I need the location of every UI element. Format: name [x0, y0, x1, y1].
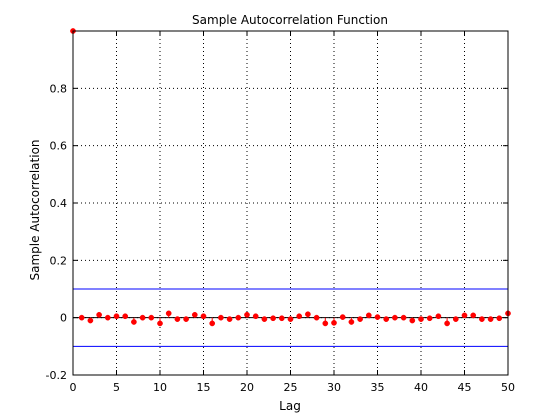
- y-tick-label: 0.6: [50, 140, 68, 153]
- x-tick-label: 20: [240, 381, 254, 394]
- acf-marker: [435, 313, 442, 320]
- acf-marker: [287, 316, 294, 322]
- acf-marker: [348, 319, 355, 325]
- acf-marker: [261, 316, 268, 322]
- acf-marker: [452, 316, 459, 322]
- acf-marker: [122, 313, 129, 320]
- acf-marker: [470, 312, 477, 319]
- acf-markers: [70, 28, 511, 327]
- x-tick-label: 25: [284, 381, 298, 394]
- x-tick-label: 40: [414, 381, 428, 394]
- acf-marker: [418, 316, 424, 322]
- acf-marker: [96, 311, 102, 318]
- y-tick-label: 0: [60, 312, 67, 325]
- acf-marker: [365, 312, 372, 319]
- acf-marker: [322, 320, 329, 327]
- x-tick-label: 10: [153, 381, 167, 394]
- acf-marker: [383, 316, 390, 322]
- x-tick-label: 0: [70, 381, 77, 394]
- acf-marker: [313, 314, 320, 321]
- acf-marker: [244, 311, 250, 318]
- acf-marker: [200, 313, 207, 320]
- x-tick-label: 35: [371, 381, 385, 394]
- acf-marker: [392, 314, 398, 321]
- acf-marker: [479, 316, 485, 322]
- acf-marker: [426, 315, 433, 322]
- acf-marker: [131, 319, 137, 325]
- acf-marker: [191, 311, 198, 318]
- acf-marker: [270, 315, 276, 322]
- acf-marker: [357, 316, 363, 322]
- y-tick-label: -0.2: [46, 369, 67, 382]
- x-tick-label: 50: [501, 381, 515, 394]
- acf-marker: [296, 313, 303, 320]
- acf-marker: [139, 314, 146, 321]
- acf-marker: [461, 312, 468, 319]
- acf-marker: [78, 314, 85, 321]
- acf-marker: [400, 314, 407, 321]
- acf-marker: [157, 320, 163, 327]
- acf-marker: [165, 310, 172, 317]
- x-tick-labels: 0 5 10 15 20 25 30 35 40 45 50: [70, 381, 516, 394]
- acf-marker: [235, 314, 242, 321]
- acf-marker: [409, 317, 416, 324]
- acf-marker: [374, 314, 381, 320]
- acf-marker: [339, 314, 346, 320]
- acf-marker: [305, 311, 311, 318]
- x-tick-label: 30: [327, 381, 341, 394]
- acf-marker: [113, 313, 120, 320]
- acf-marker: [252, 313, 259, 320]
- x-axis-label: Lag: [279, 399, 301, 413]
- y-tick-labels: -0.2 0 0.2 0.4 0.6 0.8: [46, 82, 67, 382]
- y-axis-label: Sample Autocorrelation: [28, 139, 42, 280]
- acf-marker: [444, 320, 450, 327]
- acf-marker: [331, 319, 337, 326]
- acf-marker: [218, 314, 224, 321]
- acf-marker: [148, 314, 155, 321]
- x-tick-label: 15: [197, 381, 211, 394]
- x-tick-label: 45: [458, 381, 472, 394]
- acf-marker: [278, 315, 285, 322]
- chart-title: Sample Autocorrelation Function: [192, 13, 388, 27]
- acf-marker: [174, 316, 181, 322]
- acf-marker: [104, 314, 111, 321]
- x-tick-label: 5: [113, 381, 120, 394]
- acf-marker: [496, 315, 503, 322]
- acf-marker: [209, 320, 216, 327]
- axis-ticks: [72, 31, 509, 376]
- acf-marker: [226, 316, 233, 322]
- acf-marker: [183, 316, 189, 322]
- acf-marker: [487, 316, 494, 322]
- acf-marker: [87, 317, 94, 324]
- y-tick-label: 0.8: [50, 82, 68, 95]
- y-tick-label: 0.4: [50, 197, 68, 210]
- y-tick-label: 0.2: [50, 254, 68, 267]
